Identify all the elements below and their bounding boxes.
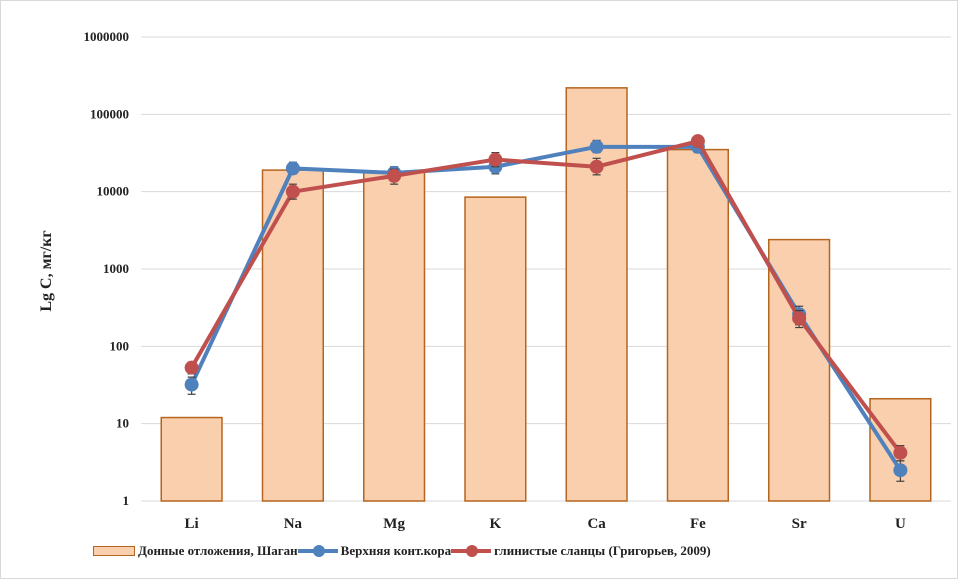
x-tick-label: Mg (383, 516, 405, 532)
point-U (893, 445, 908, 460)
bar-K (464, 196, 527, 502)
bar-Na (261, 169, 324, 502)
y-axis-label: Lg C, мг/кг (38, 230, 55, 311)
bar-Mg (363, 171, 426, 502)
point-K (488, 152, 503, 167)
series-line-2 (189, 139, 902, 455)
legend-label-bars: Донные отложения, Шаган (138, 543, 298, 558)
y-tick-label: 10 (116, 416, 129, 431)
point-Na (285, 161, 300, 176)
point-U (893, 463, 908, 478)
point-Li (184, 360, 199, 375)
x-tick-label: Li (185, 516, 199, 532)
x-tick-label: U (895, 516, 906, 532)
point-Fe (690, 134, 705, 149)
point-Sr (792, 311, 807, 326)
x-tick-label: K (490, 516, 502, 532)
legend-swatch-bars (93, 546, 135, 556)
bar-Li (160, 416, 223, 502)
point-Ca (589, 159, 604, 174)
legend-item-clay-shales: глинистые сланцы (Григорьев, 2009) (451, 543, 711, 559)
point-Ca (589, 139, 604, 154)
point-Na (285, 184, 300, 199)
bar-Ca (565, 87, 628, 502)
y-tick-label: 100000 (90, 106, 129, 121)
bar-Fe (666, 148, 729, 502)
legend-swatch-upper-crust (297, 545, 338, 557)
y-tick-label: 1 (123, 493, 130, 508)
point-Li (184, 377, 199, 392)
y-tick-label: 100 (110, 338, 130, 353)
y-tick-label: 1000000 (84, 29, 130, 44)
legend: Донные отложения, Шаган Верхняя конт.кор… (93, 541, 711, 561)
bar-layer (160, 87, 932, 502)
y-tick-label: 10000 (97, 184, 130, 199)
x-tick-label: Sr (792, 516, 807, 532)
line-layer (184, 134, 908, 482)
legend-label-upper-crust: Верхняя конт.кора (340, 543, 452, 558)
legend-label-clay-shales: глинистые сланцы (Григорьев, 2009) (494, 543, 711, 558)
legend-swatch-clay-shales (451, 545, 492, 557)
y-tick-labels: 1 10 100 1000 10000 100000 1000000 (84, 29, 130, 508)
legend-item-bars: Донные отложения, Шаган (93, 543, 298, 559)
x-tick-label: Fe (690, 516, 706, 532)
x-tick-label: Ca (587, 516, 606, 532)
legend-item-upper-crust: Верхняя конт.кора (297, 543, 452, 559)
x-tick-label: Na (284, 516, 303, 532)
x-tick-labels: Li Na Mg K Ca Fe Sr U (185, 516, 906, 532)
y-tick-label: 1000 (103, 261, 129, 276)
point-Mg (387, 168, 402, 183)
